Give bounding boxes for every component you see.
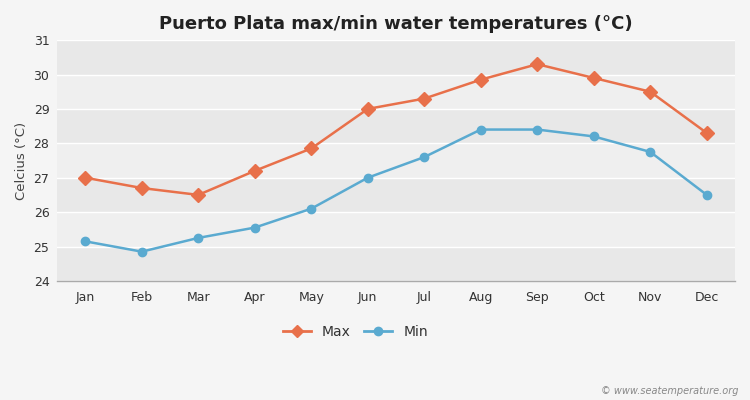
- Bar: [57, 246, 735, 281]
- Bar: [57, 212, 735, 246]
- Text: © www.seatemperature.org: © www.seatemperature.org: [602, 386, 739, 396]
- Legend: Max, Min: Max, Min: [278, 319, 434, 344]
- Bar: [57, 109, 735, 143]
- Bar: [57, 143, 735, 178]
- Y-axis label: Celcius (°C): Celcius (°C): [15, 122, 28, 200]
- Title: Puerto Plata max/min water temperatures (°C): Puerto Plata max/min water temperatures …: [159, 15, 633, 33]
- Bar: [57, 40, 735, 74]
- Bar: [57, 178, 735, 212]
- Bar: [57, 74, 735, 109]
